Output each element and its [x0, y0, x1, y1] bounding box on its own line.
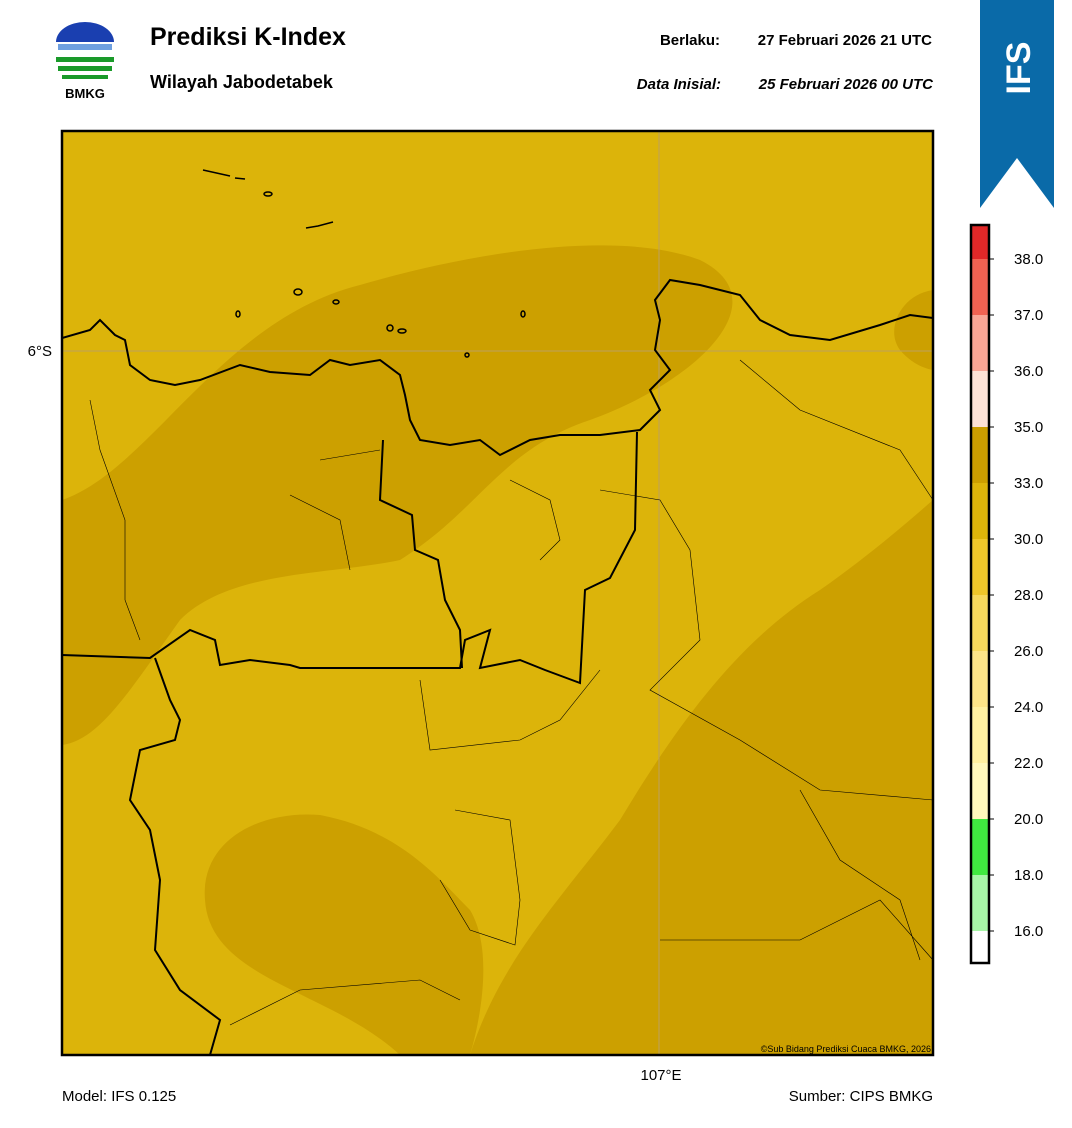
- colorbar-segment: [971, 315, 989, 371]
- colorbar-tick-label: 35.0: [1014, 419, 1043, 436]
- boundary: [62, 431, 638, 685]
- colorbar-tick-label: 37.0: [1014, 307, 1043, 324]
- colorbar-tick-label: 38.0: [1014, 251, 1043, 268]
- lat-label: 6°S: [28, 343, 52, 360]
- colorbar-tick-label: 30.0: [1014, 531, 1043, 548]
- colorbar-tick-label: 26.0: [1014, 643, 1043, 660]
- colorbar-tick-label: 33.0: [1014, 475, 1043, 492]
- title: Prediksi K-Index: [150, 23, 346, 51]
- colorbar-tick-label: 18.0: [1014, 867, 1043, 884]
- logo-text: BMKG: [65, 86, 105, 101]
- colorbar-tick-label: 22.0: [1014, 755, 1043, 772]
- field-high: [62, 245, 733, 745]
- map-frame: [60, 129, 935, 1057]
- colorbar-tick-label: 20.0: [1014, 811, 1043, 828]
- colorbar-frame: [969, 223, 991, 965]
- colorbar-segment: [971, 371, 989, 427]
- map: 6°S 107°E ©Sub Bidang Prediksi Cuaca BMK…: [28, 129, 935, 1084]
- colorbar-segment: [971, 763, 989, 819]
- model: Model: IFS 0.125: [62, 1088, 176, 1105]
- boundary: [128, 657, 222, 1055]
- lon-label: 107°E: [640, 1067, 681, 1084]
- badge-text: IFS: [1000, 42, 1038, 95]
- field-high: [470, 500, 933, 1055]
- colorbar-segment: [971, 595, 989, 651]
- colorbar-tick-label: 16.0: [1014, 923, 1043, 940]
- boundary: [378, 439, 463, 669]
- colorbar-segment: [971, 875, 989, 931]
- badge: [980, 0, 1054, 208]
- colorbar-segment: [971, 427, 989, 483]
- colorbar-segment: [971, 259, 989, 315]
- valid-time: 27 Februari 2026 21 UTC: [758, 32, 932, 49]
- colorbar-segment: [971, 707, 989, 763]
- colorbar-tick-label: 24.0: [1014, 699, 1043, 716]
- colorbar-segment: [971, 483, 989, 539]
- init-time: 25 Februari 2026 00 UTC: [758, 76, 934, 93]
- init-label: Data Inisial:: [637, 76, 721, 93]
- colorbar-tick-label: 36.0: [1014, 363, 1043, 380]
- islands: [202, 169, 526, 358]
- colorbar: 16.0 18.0 20.0 22.0 24.0 26.0 28.0 30.0 33.0 35.0…: [969, 223, 1043, 965]
- field-high: [894, 290, 933, 370]
- colorbar-tick-label: 28.0: [1014, 587, 1043, 604]
- source: Sumber: CIPS BMKG: [789, 1088, 933, 1105]
- field-high: [204, 814, 484, 1055]
- colorbar-segment: [971, 651, 989, 707]
- bmkg-logo: BMKG: [56, 22, 114, 101]
- colorbar-segment: [971, 819, 989, 875]
- subtitle: Wilayah Jabodetabek: [150, 72, 334, 92]
- colorbar-segment: [971, 225, 989, 259]
- colorbar-segment: [971, 931, 989, 963]
- coastline: [62, 278, 933, 457]
- district-boundary: [89, 359, 933, 1026]
- valid-label: Berlaku:: [660, 32, 720, 49]
- credit: ©Sub Bidang Prediksi Cuaca BMKG, 2026: [761, 1044, 931, 1054]
- colorbar-segment: [971, 539, 989, 595]
